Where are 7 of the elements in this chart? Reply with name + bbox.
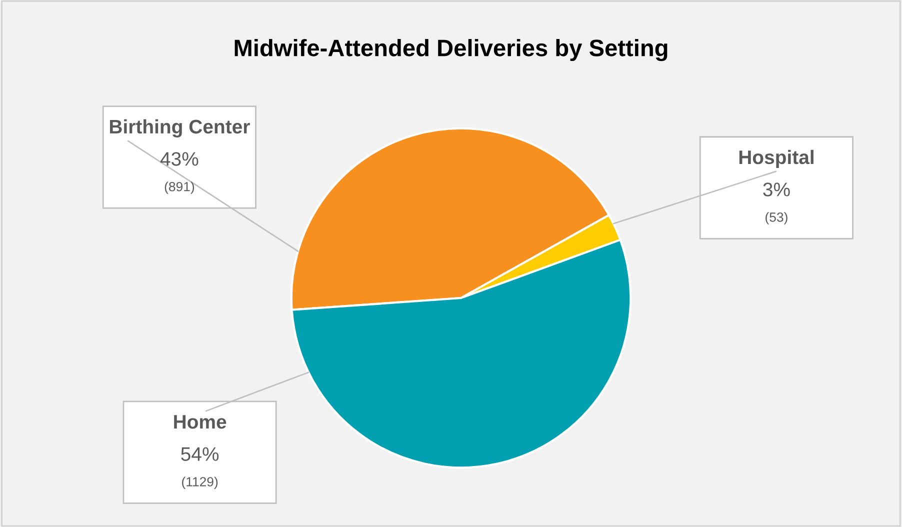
slice-label: Hospital xyxy=(739,150,814,168)
slice-label: Birthing Center xyxy=(110,119,250,138)
slice-label: Home xyxy=(174,415,226,429)
data-label: 3% (53) xyxy=(763,182,790,224)
data-label: 54% (1129) xyxy=(181,447,219,490)
data-label: 43% (891) xyxy=(160,152,198,194)
chart-title: Midwife-Attended Deliveries by Setting xyxy=(234,39,668,62)
